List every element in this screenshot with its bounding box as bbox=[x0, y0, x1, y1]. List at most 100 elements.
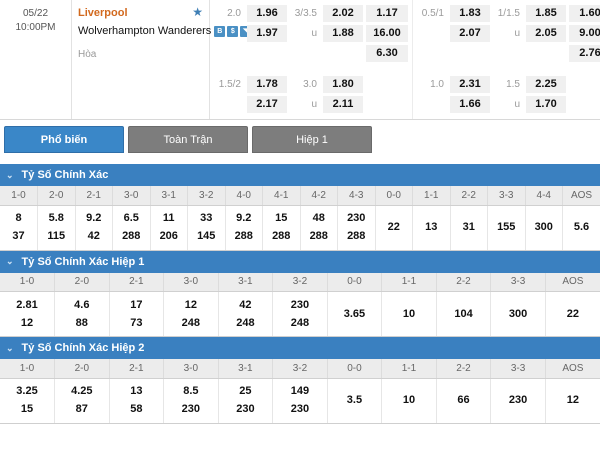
odds-cell[interactable]: 5.6 bbox=[562, 205, 600, 251]
section-header[interactable]: ⌄ Tỷ Số Chính Xác bbox=[0, 164, 600, 186]
badge-stats-icon[interactable]: ◥ bbox=[240, 26, 252, 37]
odds-cell[interactable]: 10 bbox=[381, 378, 437, 424]
odds-cell[interactable]: 104 bbox=[436, 291, 492, 337]
odds-cell[interactable]: 1.78 bbox=[247, 76, 287, 93]
odds-cell[interactable]: 149 230 bbox=[272, 378, 328, 424]
market-section: ⌄ Tỷ Số Chính Xác Hiệp 2 1-0 2-0 2-1 3-0 3-1 3-… bbox=[0, 337, 600, 424]
handicap-value bbox=[214, 96, 244, 113]
odds-cell[interactable]: 1.96 bbox=[247, 5, 287, 22]
odds-cell[interactable]: 12 248 bbox=[163, 291, 219, 337]
odds-cell[interactable]: 2.76 bbox=[569, 45, 600, 62]
odds-cell[interactable]: 17 73 bbox=[109, 291, 165, 337]
odds-cell[interactable]: 1.66 bbox=[450, 96, 490, 113]
odds-cell[interactable]: 48 288 bbox=[300, 205, 338, 251]
tab-hiep-1[interactable]: Hiệp 1 bbox=[252, 126, 372, 153]
odds-cell[interactable]: 300 bbox=[525, 205, 563, 251]
odds-cell[interactable]: 6.30 bbox=[366, 45, 408, 62]
odds-cell[interactable]: 31 bbox=[450, 205, 488, 251]
odds-cell[interactable]: 1.17 bbox=[366, 5, 408, 22]
odds-cell[interactable]: 6.5 288 bbox=[112, 205, 151, 251]
odds-cell[interactable]: 13 bbox=[412, 205, 451, 251]
odds-cell[interactable]: 33 145 bbox=[187, 205, 226, 251]
odds-cell[interactable]: 9.2 42 bbox=[75, 205, 113, 251]
odds-cell[interactable]: 13 58 bbox=[109, 378, 165, 424]
odds-cell[interactable]: 2.81 12 bbox=[0, 291, 56, 337]
odds-cell[interactable]: 300 bbox=[490, 291, 546, 337]
section-header[interactable]: ⌄ Tỷ Số Chính Xác Hiệp 2 bbox=[0, 337, 600, 359]
odds-cell[interactable]: 3.5 bbox=[327, 378, 383, 424]
odds-cell[interactable]: 1.85 bbox=[526, 5, 566, 22]
table-header-row: 1-0 2-0 2-1 3-0 3-1 3-2 0-0 1-1 2-2 3-3 AOS bbox=[0, 359, 600, 379]
odds-value: 15 bbox=[20, 403, 34, 415]
odds-value: 104 bbox=[454, 307, 473, 320]
odds-cell[interactable]: 230 bbox=[490, 378, 546, 424]
odds-block-1-2: 1.5/2 1.78 2.17 3.0 u 1.80 2.11 bbox=[214, 76, 408, 113]
odds-cell[interactable]: 9.00 bbox=[569, 25, 600, 42]
odds-cell[interactable]: 2.05 bbox=[526, 25, 566, 42]
column-header: 4-3 bbox=[337, 186, 376, 206]
odds-value: 230 bbox=[347, 212, 366, 224]
home-team-name[interactable]: Liverpool bbox=[78, 7, 128, 19]
badge-cash-icon[interactable]: $ bbox=[227, 26, 239, 37]
odds-cell[interactable]: 22 bbox=[545, 291, 600, 337]
odds-cell[interactable]: 4.25 87 bbox=[54, 378, 110, 424]
section-title: Tỷ Số Chính Xác Hiệp 1 bbox=[21, 255, 145, 268]
odds-cell[interactable]: 230 248 bbox=[272, 291, 328, 337]
column-header: 4-2 bbox=[300, 186, 338, 206]
handicap-column-2-1: 0.5/1 bbox=[417, 5, 447, 62]
odds-cell[interactable]: 2.11 bbox=[323, 96, 363, 113]
odds-cell[interactable]: 3.25 15 bbox=[0, 378, 56, 424]
odds-cell[interactable]: 8 37 bbox=[0, 205, 38, 251]
handicap-price-column-2-1: 1.83 2.07 bbox=[450, 5, 490, 62]
odds-cell[interactable]: 3.65 bbox=[327, 291, 383, 337]
odds-cell[interactable]: 155 bbox=[487, 205, 526, 251]
tab-toan-tran[interactable]: Toàn Trận bbox=[128, 126, 248, 153]
odds-cell[interactable]: 9.2 288 bbox=[225, 205, 263, 251]
odds-cell[interactable]: 10 bbox=[381, 291, 437, 337]
odds-cell[interactable]: 4.6 88 bbox=[54, 291, 110, 337]
odds-value: 248 bbox=[181, 316, 201, 329]
total-under-label: u bbox=[514, 99, 520, 110]
section-header[interactable]: ⌄ Tỷ Số Chính Xác Hiệp 1 bbox=[0, 250, 600, 273]
odds-cell[interactable]: 25 230 bbox=[218, 378, 274, 424]
odds-cell[interactable]: 11 206 bbox=[150, 205, 188, 251]
odds-cell[interactable]: 15 288 bbox=[262, 205, 301, 251]
odds-cell[interactable]: 1.88 bbox=[323, 25, 363, 42]
odds-cell[interactable]: 1.70 bbox=[526, 96, 566, 113]
odds-value: 206 bbox=[159, 230, 178, 242]
favorite-star-icon[interactable]: ★ bbox=[192, 5, 203, 19]
column-header: 3-0 bbox=[163, 272, 219, 292]
odds-value: 42 bbox=[87, 230, 100, 242]
odds-value: 230 bbox=[290, 298, 310, 311]
column-header: 4-0 bbox=[225, 186, 263, 206]
away-team-name[interactable]: Wolverhampton Wanderers bbox=[78, 25, 212, 37]
badge-b-icon[interactable]: B bbox=[214, 26, 226, 37]
column-header: 3-1 bbox=[218, 359, 274, 379]
odds-cell[interactable]: 42 248 bbox=[218, 291, 274, 337]
odds-cell[interactable]: 12 bbox=[545, 378, 600, 424]
odds-cell[interactable]: 2.25 bbox=[526, 76, 566, 93]
match-teams: Liverpool Wolverhampton Wanderers B $ ◥ … bbox=[72, 0, 252, 119]
odds-cell[interactable]: 1.97 bbox=[247, 25, 287, 42]
odds-cell[interactable]: 230 288 bbox=[337, 205, 376, 251]
odds-cell[interactable]: 2.17 bbox=[247, 96, 287, 113]
odds-cell[interactable]: 8.5 230 bbox=[163, 378, 219, 424]
odds-value: 6.5 bbox=[123, 212, 139, 224]
column-header: 3-2 bbox=[187, 186, 226, 206]
odds-group-1: 2.0 1.96 1.97 3/3.5 u 2.02 1.88 bbox=[210, 0, 413, 119]
odds-cell[interactable]: 5.8 115 bbox=[37, 205, 76, 251]
odds-cell[interactable]: 1.60 bbox=[569, 5, 600, 22]
odds-value: 4.25 bbox=[71, 385, 93, 397]
odds-cell[interactable]: 66 bbox=[436, 378, 492, 424]
odds-cell[interactable]: 2.07 bbox=[450, 25, 490, 42]
odds-cell[interactable]: 22 bbox=[375, 205, 413, 251]
odds-value: 230 bbox=[290, 403, 310, 415]
odds-cell[interactable]: 1.80 bbox=[323, 76, 363, 93]
odds-cell[interactable]: 2.31 bbox=[450, 76, 490, 93]
odds-cell[interactable]: 1.83 bbox=[450, 5, 490, 22]
table-row: 3.25 15 4.25 87 13 58 8.5 230 25 230 149 230 3.5 10 66… bbox=[0, 378, 600, 424]
odds-cell[interactable]: 16.00 bbox=[366, 25, 408, 42]
tab-pho-bien[interactable]: Phổ biến bbox=[4, 126, 124, 153]
odds-cell[interactable]: 2.02 bbox=[323, 5, 363, 22]
